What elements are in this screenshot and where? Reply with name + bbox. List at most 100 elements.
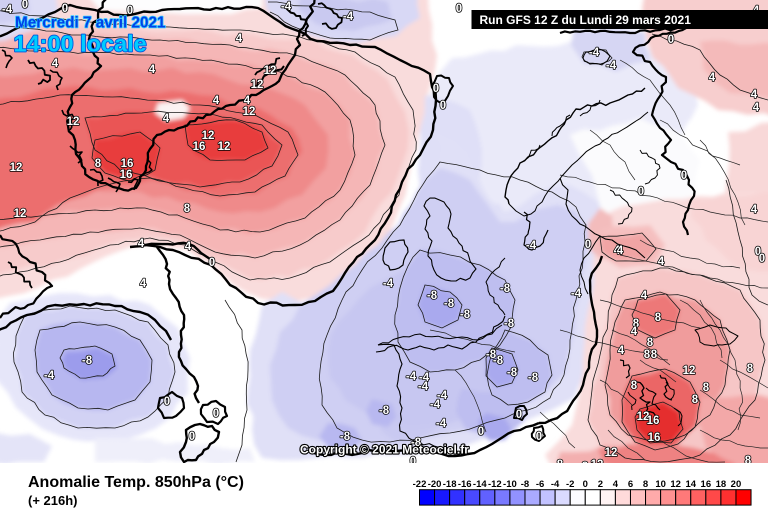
svg-text:0: 0	[681, 170, 687, 182]
svg-text:12: 12	[670, 479, 681, 490]
svg-text:0: 0	[213, 408, 219, 420]
svg-text:4: 4	[213, 95, 220, 107]
svg-text:-8: -8	[521, 479, 529, 490]
svg-text:16: 16	[120, 169, 133, 181]
svg-text:0: 0	[536, 431, 542, 443]
svg-text:14:00 locale: 14:00 locale	[14, 31, 147, 57]
svg-text:-8: -8	[528, 372, 539, 384]
svg-text:-8: -8	[444, 298, 455, 310]
svg-text:-4: -4	[418, 381, 429, 393]
svg-text:8: 8	[655, 312, 662, 324]
svg-text:0: 0	[164, 396, 170, 408]
svg-text:4: 4	[149, 64, 156, 76]
svg-text:8: 8	[631, 380, 638, 392]
svg-text:-4: -4	[551, 479, 560, 490]
svg-text:-4: -4	[430, 399, 441, 411]
svg-text:0: 0	[189, 431, 195, 443]
svg-text:-8: -8	[507, 367, 518, 379]
svg-text:-4: -4	[571, 288, 582, 300]
svg-text:0: 0	[62, 3, 68, 15]
svg-text:-8: -8	[493, 355, 504, 367]
svg-text:-4: -4	[2, 4, 13, 16]
svg-text:-4: -4	[281, 1, 292, 13]
svg-text:2: 2	[598, 479, 603, 490]
svg-text:14: 14	[685, 479, 696, 490]
svg-text:0: 0	[585, 239, 591, 251]
svg-text:4: 4	[617, 245, 624, 257]
svg-text:-4: -4	[606, 60, 617, 72]
svg-text:4: 4	[613, 479, 619, 490]
svg-text:12: 12	[218, 141, 231, 153]
svg-text:0: 0	[668, 34, 674, 46]
svg-text:4: 4	[641, 290, 648, 302]
svg-text:16: 16	[193, 141, 206, 153]
svg-text:4: 4	[140, 278, 147, 290]
svg-text:-8: -8	[504, 318, 515, 330]
svg-text:Run GFS 12 Z du Lundi 29 mars: Run GFS 12 Z du Lundi 29 mars 2021	[480, 13, 692, 27]
svg-text:-14: -14	[473, 479, 487, 490]
svg-text:-4: -4	[383, 278, 394, 290]
svg-text:-4: -4	[343, 11, 354, 23]
svg-text:-8: -8	[340, 431, 351, 443]
svg-text:-16: -16	[458, 479, 472, 490]
svg-text:12: 12	[264, 65, 277, 77]
svg-text:4: 4	[163, 113, 170, 125]
svg-text:-8: -8	[427, 290, 438, 302]
svg-text:12: 12	[683, 365, 696, 377]
svg-text:16: 16	[701, 479, 712, 490]
svg-text:0: 0	[456, 3, 462, 15]
svg-text:4: 4	[52, 58, 59, 70]
svg-text:-4: -4	[436, 418, 447, 430]
svg-text:12: 12	[10, 162, 23, 174]
svg-text:8: 8	[647, 337, 654, 349]
svg-text:8: 8	[184, 203, 191, 215]
svg-text:8: 8	[703, 382, 710, 394]
svg-text:0: 0	[22, 0, 28, 11]
svg-text:-8: -8	[500, 283, 511, 295]
svg-text:18: 18	[716, 479, 727, 490]
svg-text:4: 4	[618, 345, 625, 357]
svg-text:4: 4	[236, 33, 243, 45]
svg-text:0: 0	[759, 253, 765, 265]
svg-text:0: 0	[209, 257, 215, 269]
svg-text:-12: -12	[488, 479, 502, 490]
svg-text:0: 0	[433, 83, 439, 95]
svg-text:4: 4	[185, 241, 192, 253]
svg-text:4: 4	[631, 326, 638, 338]
svg-text:-20: -20	[428, 479, 442, 490]
svg-text:12: 12	[605, 447, 618, 459]
svg-text:8: 8	[651, 349, 658, 361]
svg-text:-8: -8	[379, 405, 390, 417]
svg-text:20: 20	[731, 479, 742, 490]
svg-text:Anomalie Temp. 850hPa (°C): Anomalie Temp. 850hPa (°C)	[28, 474, 244, 491]
svg-text:6: 6	[628, 479, 633, 490]
svg-text:-6: -6	[536, 479, 544, 490]
svg-text:-4: -4	[589, 47, 600, 59]
svg-text:-18: -18	[443, 479, 457, 490]
svg-text:16: 16	[648, 432, 661, 444]
svg-text:12: 12	[67, 116, 80, 128]
svg-text:10: 10	[655, 479, 666, 490]
svg-text:Mercredi 7 avril 2021: Mercredi 7 avril 2021	[15, 15, 166, 32]
svg-text:8: 8	[643, 479, 648, 490]
svg-text:-10: -10	[503, 479, 517, 490]
svg-text:8: 8	[95, 158, 102, 170]
svg-text:8: 8	[692, 394, 699, 406]
svg-text:4: 4	[753, 102, 760, 114]
svg-text:4: 4	[138, 238, 145, 250]
svg-text:-8: -8	[82, 355, 93, 367]
svg-text:Copyright © 2021 Meteociel.fr: Copyright © 2021 Meteociel.fr	[300, 443, 469, 457]
svg-text:16: 16	[647, 415, 660, 427]
svg-text:-22: -22	[413, 479, 427, 490]
svg-text:-4: -4	[406, 371, 417, 383]
svg-text:0: 0	[516, 409, 522, 421]
svg-text:-8: -8	[460, 309, 471, 321]
svg-text:8: 8	[747, 363, 754, 375]
svg-text:8: 8	[644, 349, 651, 361]
svg-text:4: 4	[709, 72, 716, 84]
svg-text:12: 12	[14, 208, 27, 220]
svg-text:12: 12	[251, 79, 264, 91]
svg-text:(+ 216h): (+ 216h)	[28, 493, 78, 508]
svg-text:12: 12	[243, 106, 256, 118]
svg-text:0: 0	[583, 479, 588, 490]
